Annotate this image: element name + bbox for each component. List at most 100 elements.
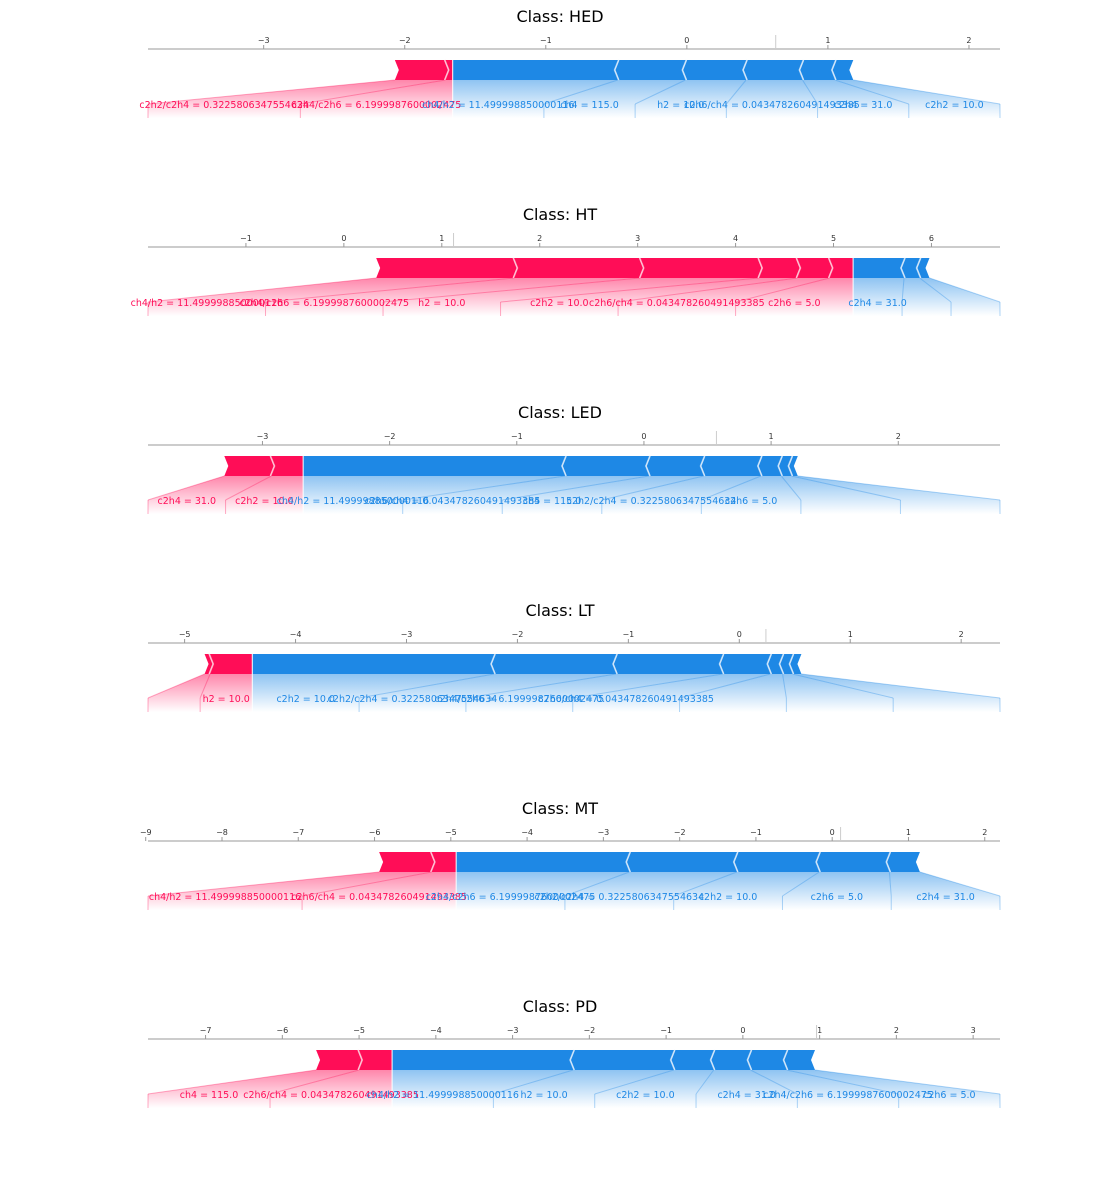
negative-feature-label: ch4 = 115.0 <box>523 496 581 507</box>
negative-bar-segment <box>709 1050 751 1070</box>
negative-bar-segment <box>853 258 905 278</box>
segment-separator <box>669 1049 676 1071</box>
x-tick-label: 2 <box>982 828 987 837</box>
negative-feature-label: c2h4/c2h6 = 6.1999987600002475 <box>763 1090 933 1101</box>
negative-fan-line <box>853 79 1001 105</box>
negative-bar-segment <box>885 852 920 872</box>
x-tick-label: −1 <box>750 828 762 837</box>
negative-bar-segment <box>669 1050 714 1070</box>
negative-feature-label: ch4/h2 = 11.499998850000116 <box>277 496 429 507</box>
x-tick-label: −5 <box>353 1026 365 1035</box>
chart-title: Class: LED <box>518 403 602 422</box>
positive-bar-segment <box>316 1050 364 1070</box>
positive-bar-segment <box>394 60 450 80</box>
x-tick-label: 3 <box>635 234 640 243</box>
x-tick-label: 2 <box>966 36 971 45</box>
positive-fan-area <box>618 278 830 316</box>
negative-bar-segment <box>746 1050 787 1070</box>
negative-feature-label: c2h2/c2h4 = 0.3225806347554634 <box>534 892 704 903</box>
negative-feature-label: c2h2 = 10.0 <box>699 892 757 903</box>
negative-bar-segment <box>815 852 890 872</box>
segment-separator <box>638 257 645 279</box>
x-tick-label: 2 <box>537 234 542 243</box>
negative-bar-segment <box>561 456 650 476</box>
x-tick-label: 0 <box>830 828 835 837</box>
segment-separator <box>613 59 620 81</box>
negative-bar-segment <box>900 258 920 278</box>
negative-bar-segment <box>766 654 783 674</box>
x-tick-label: 1 <box>769 432 774 441</box>
positive-fan-area <box>302 872 457 910</box>
positive-feature-label: c2h4/c2h6 = 6.1999987600002475 <box>292 100 462 111</box>
negative-bar-segment <box>303 456 566 476</box>
positive-fan-area <box>148 476 272 514</box>
negative-bar-segment <box>718 654 771 674</box>
chart-title: Class: MT <box>522 799 598 818</box>
segment-separator <box>718 653 725 675</box>
segment-separator <box>709 1049 716 1071</box>
segment-separator <box>831 59 837 81</box>
positive-feature-label: h2 = 10.0 <box>203 694 250 705</box>
negative-bar-segment <box>569 1050 674 1070</box>
x-tick-label: −3 <box>258 36 270 45</box>
negative-fan-area <box>252 674 495 712</box>
negative-fan-area <box>701 476 801 514</box>
negative-fan-area <box>303 476 566 514</box>
negative-fan-area <box>564 872 737 910</box>
negative-fan-line <box>502 475 650 501</box>
negative-fan-area <box>781 476 901 514</box>
negative-fan-area <box>782 872 892 910</box>
positive-fan-line <box>147 871 380 897</box>
x-tick-label: −8 <box>216 828 228 837</box>
segment-separator <box>645 455 651 477</box>
negative-bar-segment <box>699 456 761 476</box>
negative-feature-label: c2h2/c2h4 = 0.3225806347554634 <box>328 694 498 705</box>
negative-bar-segment <box>392 1050 574 1070</box>
negative-feature-label: ch4/h2 = 11.499998850000116 <box>367 1090 519 1101</box>
positive-fan-area <box>148 80 446 118</box>
negative-bar-segment <box>782 1050 816 1070</box>
positive-fan-line <box>147 1069 317 1095</box>
x-tick-label: −1 <box>660 1026 672 1035</box>
segment-separator <box>357 1049 363 1071</box>
positive-feature-label: c2h6/ch4 = 0.043478260491493385 <box>291 892 467 903</box>
x-tick-label: 3 <box>971 1026 976 1035</box>
positive-bar-segment <box>640 258 764 278</box>
negative-feature-label: ch4/h2 = 11.499998850000116 <box>422 100 574 111</box>
negative-fan-area <box>786 1070 1000 1108</box>
x-tick-label: −9 <box>140 828 152 837</box>
negative-feature-label: c2h6 = 5.0 <box>811 892 863 903</box>
x-tick-label: −6 <box>369 828 381 837</box>
segment-separator <box>269 455 276 477</box>
positive-bar-segment <box>379 852 436 872</box>
x-tick-label: 1 <box>825 36 830 45</box>
negative-fan-area <box>782 674 894 712</box>
negative-feature-label: c2h4/c2h6 = 6.1999987600002475 <box>435 694 605 705</box>
negative-feature-label: c2h4 = 31.0 <box>848 298 906 309</box>
x-tick-label: −3 <box>401 630 413 639</box>
segment-separator <box>561 455 567 477</box>
positive-fan-area <box>225 476 304 514</box>
segment-separator <box>777 455 783 477</box>
negative-feature-label: c2h6/ch4 = 0.043478260491493385 <box>684 100 860 111</box>
x-tick-label: 1 <box>848 630 853 639</box>
segment-separator <box>208 653 214 675</box>
negative-fan-line <box>929 277 1001 303</box>
negative-bar-segment <box>681 60 747 80</box>
x-tick-label: 0 <box>684 36 689 45</box>
negative-bar-segment <box>830 60 854 80</box>
positive-feature-label: ch4/h2 = 11.499998850000116 <box>149 892 301 903</box>
positive-bar-segment <box>224 456 276 476</box>
negative-bar-segment <box>798 60 835 80</box>
positive-feature-label: c2h6 = 5.0 <box>768 298 820 309</box>
negative-fan-line <box>801 673 1001 699</box>
negative-feature-label: c2h4 = 31.0 <box>834 100 892 111</box>
negative-feature-label: c2h2 = 10.0 <box>616 1090 674 1101</box>
x-tick-label: −1 <box>622 630 634 639</box>
positive-fan-area <box>148 278 515 316</box>
negative-bar-segment <box>645 456 704 476</box>
positive-feature-label: c2h6/ch4 = 0.043478260491493385 <box>589 298 765 309</box>
x-tick-label: 4 <box>733 234 738 243</box>
negative-feature-label: h2 = 10.0 <box>657 100 704 111</box>
